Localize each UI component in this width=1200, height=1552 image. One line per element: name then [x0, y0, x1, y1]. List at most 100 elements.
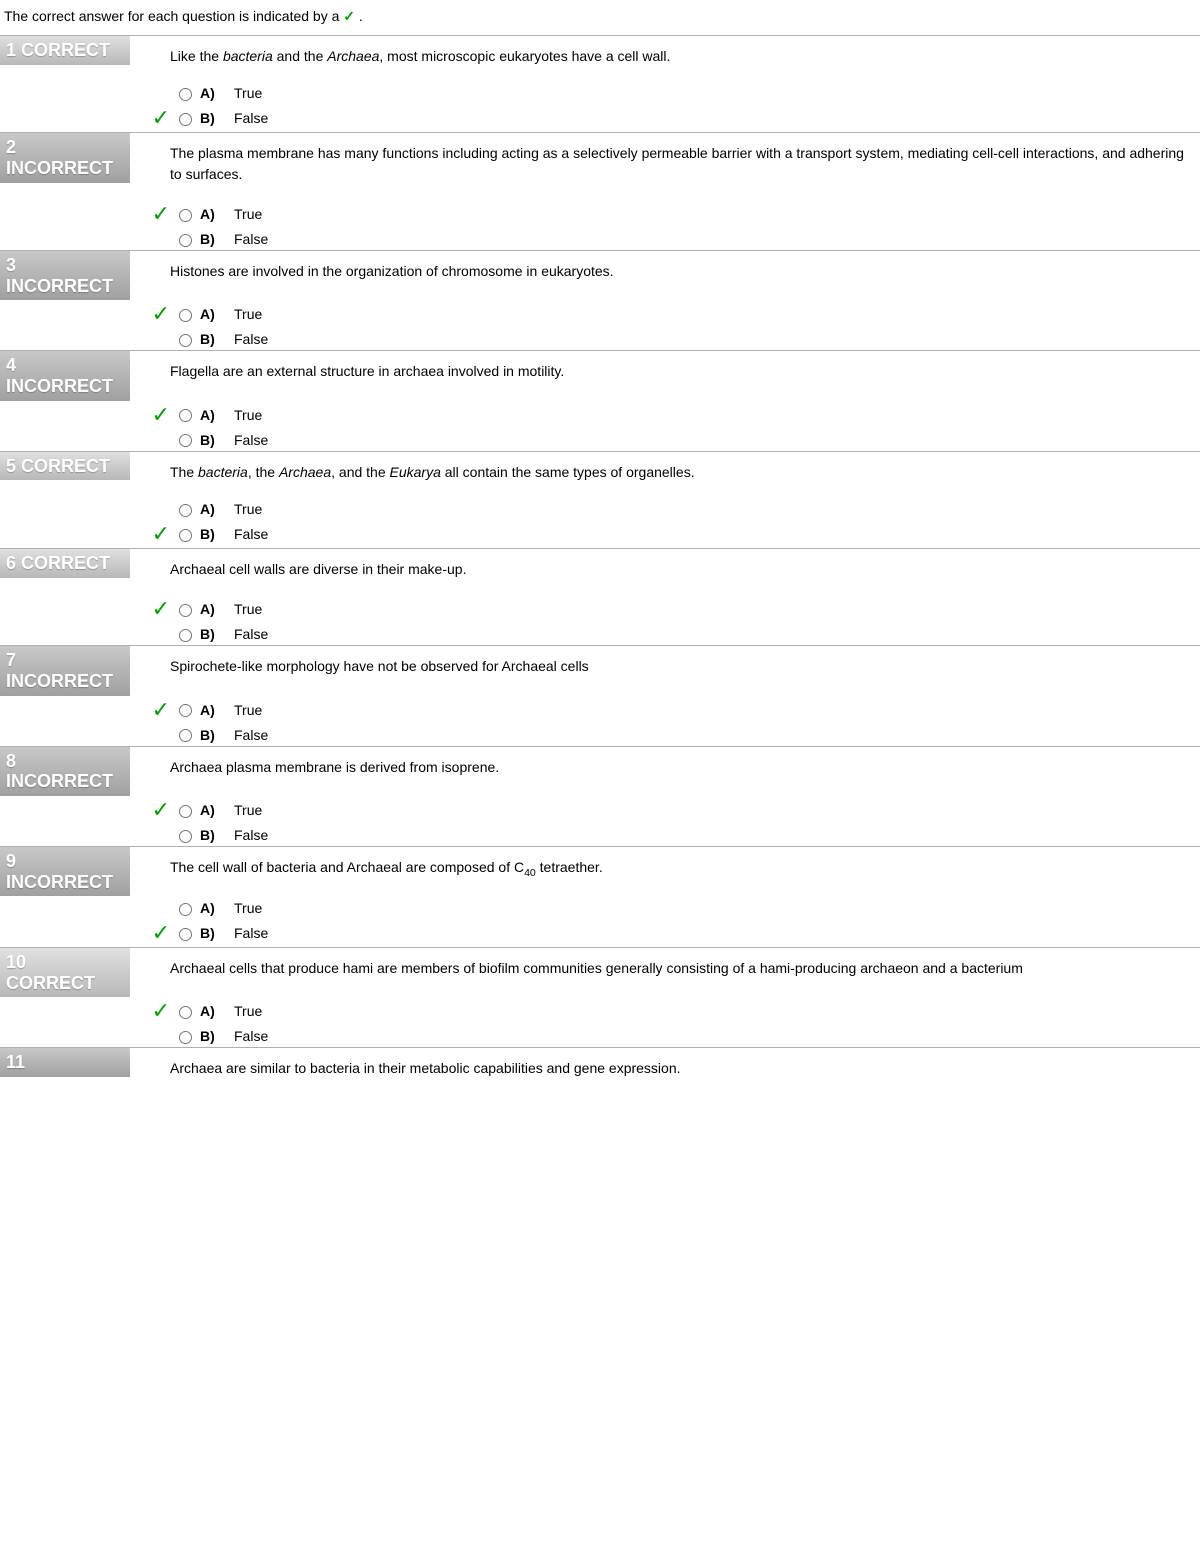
- question-row: 9INCORRECTThe cell wall of bacteria and …: [0, 847, 1200, 897]
- option-radio-cell: [170, 827, 200, 843]
- option-radio[interactable]: [179, 113, 192, 126]
- check-icon: ✓: [152, 922, 170, 944]
- option-letter: A): [200, 206, 230, 222]
- option-radio[interactable]: [179, 434, 192, 447]
- option-radio[interactable]: [179, 334, 192, 347]
- option-row: B)False: [0, 824, 1200, 846]
- check-icon: ✓: [152, 523, 170, 545]
- option-letter: A): [200, 900, 230, 916]
- question-text: Archaeal cell walls are diverse in their…: [170, 555, 1190, 589]
- option-radio-cell: [170, 601, 200, 617]
- option-radio[interactable]: [179, 903, 192, 916]
- option-text: False: [230, 626, 1200, 642]
- option-letter: A): [200, 407, 230, 423]
- option-check-cell: ✓: [0, 598, 170, 620]
- option-letter: A): [200, 85, 230, 101]
- option-radio[interactable]: [179, 88, 192, 101]
- option-check-cell: ✓: [0, 799, 170, 821]
- option-check-cell: ✓: [0, 699, 170, 721]
- option-radio[interactable]: [179, 1031, 192, 1044]
- intro-text: The correct answer for each question is …: [0, 0, 1200, 35]
- status-badge: 8INCORRECT: [0, 747, 130, 796]
- badge-number: 10: [6, 952, 124, 973]
- option-radio[interactable]: [179, 805, 192, 818]
- option-radio-cell: [170, 432, 200, 448]
- content-column: Archaeal cells that produce hami are mem…: [170, 948, 1200, 994]
- content-column: Archaea plasma membrane is derived from …: [170, 747, 1200, 793]
- option-row: ✓A)True: [0, 696, 1200, 724]
- badge-label: 6 CORRECT: [6, 553, 110, 573]
- option-radio[interactable]: [179, 409, 192, 422]
- option-text: True: [230, 501, 1200, 517]
- option-radio[interactable]: [179, 928, 192, 941]
- check-icon: ✓: [152, 107, 170, 129]
- option-radio[interactable]: [179, 529, 192, 542]
- badge-number: 4: [6, 355, 124, 376]
- option-radio-cell: [170, 231, 200, 247]
- question-row: 6 CORRECT Archaeal cell walls are diverse…: [0, 549, 1200, 595]
- status-badge: 7INCORRECT: [0, 646, 130, 695]
- intro-suffix: .: [359, 8, 363, 24]
- question-row: 3INCORRECTHistones are involved in the o…: [0, 251, 1200, 300]
- option-letter: B): [200, 1028, 230, 1044]
- questions-list: 1 CORRECTLike the bacteria and the Archa…: [0, 35, 1200, 1095]
- option-radio[interactable]: [179, 629, 192, 642]
- badge-status: CORRECT: [6, 973, 124, 994]
- option-text: True: [230, 306, 1200, 322]
- option-radio[interactable]: [179, 1006, 192, 1019]
- content-column: The cell wall of bacteria and Archaeal a…: [170, 847, 1200, 897]
- option-radio[interactable]: [179, 704, 192, 717]
- option-radio[interactable]: [179, 604, 192, 617]
- badge-label: 5 CORRECT: [6, 456, 110, 476]
- content-column: Spirochete-like morphology have not be o…: [170, 646, 1200, 692]
- option-radio[interactable]: [179, 504, 192, 517]
- option-row: B)False: [0, 724, 1200, 746]
- check-icon: ✓: [152, 598, 170, 620]
- option-row: B)False: [0, 328, 1200, 350]
- option-row: ✓B)False: [0, 104, 1200, 132]
- option-check-cell: ✓: [0, 404, 170, 426]
- question-block: 1 CORRECTLike the bacteria and the Archa…: [0, 35, 1200, 132]
- badge-column: 10CORRECT: [0, 948, 130, 997]
- option-radio[interactable]: [179, 830, 192, 843]
- question-text: The bacteria, the Archaea, and the Eukar…: [170, 458, 1190, 492]
- option-row: B)False: [0, 1025, 1200, 1047]
- option-text: True: [230, 900, 1200, 916]
- intro-prefix: The correct answer for each question is …: [4, 8, 343, 24]
- badge-status: INCORRECT: [6, 158, 124, 179]
- option-row: A)True: [0, 82, 1200, 104]
- option-radio[interactable]: [179, 729, 192, 742]
- option-radio[interactable]: [179, 209, 192, 222]
- status-badge: 4INCORRECT: [0, 351, 130, 400]
- option-row: ✓A)True: [0, 997, 1200, 1025]
- option-radio-cell: [170, 1003, 200, 1019]
- question-row: 5 CORRECT The bacteria, the Archaea, and …: [0, 452, 1200, 498]
- badge-number: 8: [6, 751, 124, 772]
- option-check-cell: ✓: [0, 523, 170, 545]
- badge-column: 1 CORRECT: [0, 36, 130, 65]
- option-text: True: [230, 802, 1200, 818]
- question-block: 11Archaea are similar to bacteria in the…: [0, 1047, 1200, 1094]
- option-letter: B): [200, 432, 230, 448]
- question-text: Spirochete-like morphology have not be o…: [170, 652, 1190, 686]
- check-icon: ✓: [152, 699, 170, 721]
- check-icon: ✓: [343, 8, 355, 24]
- option-letter: B): [200, 827, 230, 843]
- question-block: 6 CORRECT Archaeal cell walls are diverse…: [0, 548, 1200, 645]
- content-column: Archaeal cell walls are diverse in their…: [170, 549, 1200, 595]
- badge-status: INCORRECT: [6, 872, 124, 893]
- option-letter: A): [200, 601, 230, 617]
- option-letter: B): [200, 526, 230, 542]
- option-letter: A): [200, 1003, 230, 1019]
- content-column: The bacteria, the Archaea, and the Eukar…: [170, 452, 1200, 498]
- content-column: Flagella are an external structure in ar…: [170, 351, 1200, 397]
- option-row: ✓A)True: [0, 200, 1200, 228]
- option-radio[interactable]: [179, 234, 192, 247]
- option-radio[interactable]: [179, 309, 192, 322]
- badge-column: 6 CORRECT: [0, 549, 130, 578]
- content-column: The plasma membrane has many functions i…: [170, 133, 1200, 200]
- question-row: 7INCORRECT Spirochete-like morphology hav…: [0, 646, 1200, 695]
- option-check-cell: ✓: [0, 107, 170, 129]
- option-row: B)False: [0, 623, 1200, 645]
- option-text: False: [230, 110, 1200, 126]
